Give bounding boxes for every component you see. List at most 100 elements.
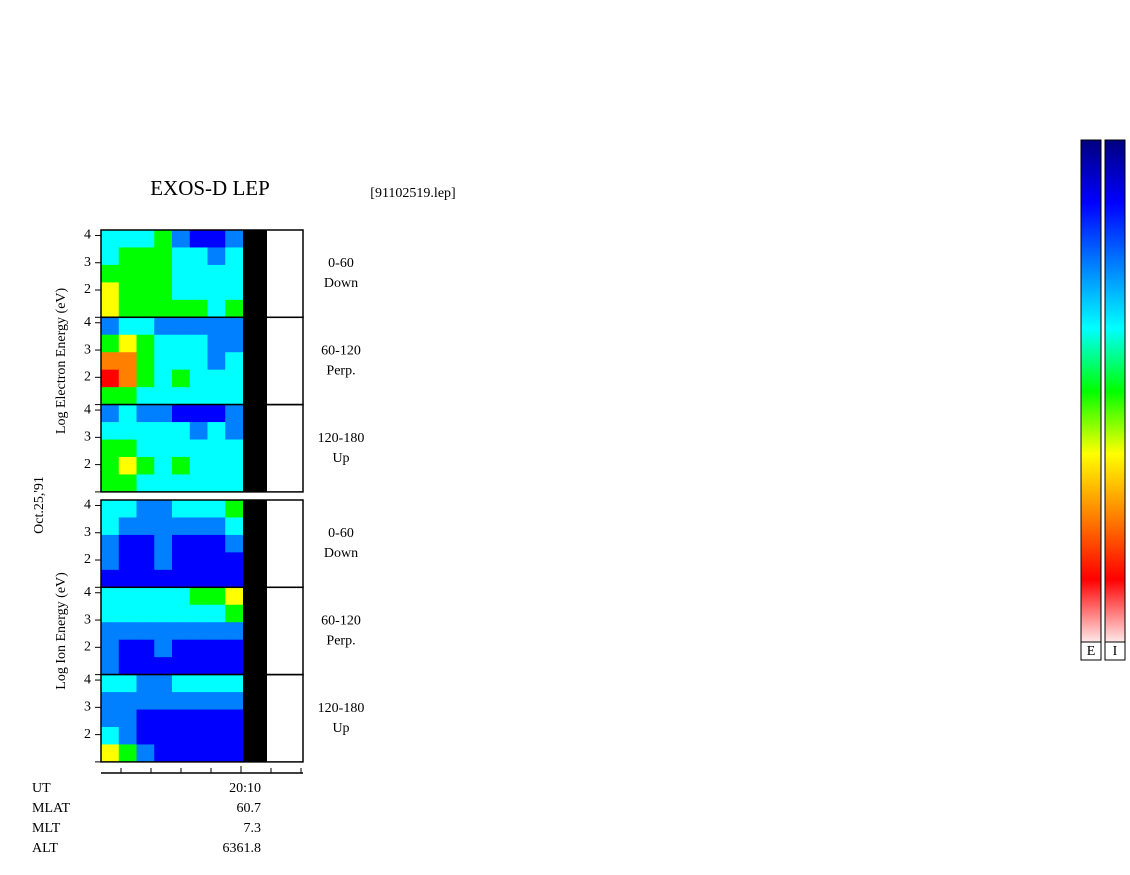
spectrogram-cell	[136, 334, 155, 353]
spectrogram-cell	[207, 264, 226, 283]
colorbar-label: I	[1113, 644, 1118, 659]
spectrogram-cell	[154, 369, 173, 388]
spectrogram-cell	[136, 299, 155, 318]
spectrogram-cell	[154, 604, 173, 623]
panel-label: 120-180	[318, 701, 365, 716]
spectrogram-cell	[225, 639, 244, 658]
spectrogram-cell	[154, 587, 173, 606]
spectrogram-cell	[172, 622, 191, 641]
spectrogram-cell	[136, 352, 155, 371]
spectrogram-cell	[172, 709, 191, 728]
spectrogram-cell	[207, 709, 226, 728]
spectrogram-cell	[101, 352, 120, 371]
spectrogram-cell	[189, 639, 208, 658]
spectrogram-cell	[189, 726, 208, 745]
spectrogram-cell	[101, 674, 120, 693]
spectrogram-cell	[154, 474, 173, 493]
footer-name: MLT	[32, 821, 61, 836]
spectrogram-cell	[207, 552, 226, 571]
spectrogram-cell	[189, 422, 208, 441]
spectrogram-cell	[154, 439, 173, 458]
spectrogram-cell	[154, 639, 173, 658]
spectrogram-cell	[118, 657, 137, 676]
spectrogram-cell	[189, 674, 208, 693]
spectrogram-cell	[154, 264, 173, 283]
spectrogram-cell	[172, 369, 191, 388]
spectrogram-cell	[225, 569, 244, 588]
spectrogram-cell	[172, 247, 191, 266]
spectrogram-cell	[172, 299, 191, 318]
spectrogram-cell	[118, 604, 137, 623]
spectrogram-cell	[118, 622, 137, 641]
spectrogram-cell	[225, 474, 244, 493]
spectrogram-cell	[225, 534, 244, 553]
panel-frame	[100, 673, 304, 763]
spectrogram-cell	[118, 456, 137, 475]
spectrogram-cell	[172, 500, 191, 518]
spectrogram-cell	[154, 569, 173, 588]
spectrogram-cell	[225, 674, 244, 693]
spectrogram-cell	[118, 299, 137, 318]
spectrogram-cell	[154, 299, 173, 318]
spectrogram-cell	[189, 404, 208, 423]
spectrogram-cell	[118, 230, 137, 248]
spectrogram-cell	[207, 282, 226, 301]
colorbar-label-box	[1104, 641, 1126, 661]
spectrogram-cell	[154, 456, 173, 475]
spectrogram-cell	[189, 534, 208, 553]
spectrogram-cell	[207, 692, 226, 711]
time-axis	[101, 766, 303, 774]
y-tick-label: 3	[84, 430, 91, 445]
spectrogram-cell	[136, 247, 155, 266]
spectrogram-cell	[101, 534, 120, 553]
spectrogram-cell	[189, 622, 208, 641]
spectrogram-cell	[172, 587, 191, 606]
spectrogram-cell	[101, 622, 120, 641]
spectrogram-cell	[172, 552, 191, 571]
spectrogram-cell	[172, 604, 191, 623]
footer-value: 20:10	[229, 781, 261, 796]
no-data-strip	[243, 317, 267, 405]
y-tick-label: 2	[84, 552, 91, 567]
spectrogram-cell	[136, 317, 155, 336]
spectrogram-cell	[225, 247, 244, 266]
spectrogram-cell	[136, 552, 155, 571]
spectrogram-cell	[189, 230, 208, 248]
spectrogram-cell	[189, 369, 208, 388]
panel-label: 60-120	[321, 344, 361, 359]
spectrogram-cell	[189, 604, 208, 623]
spectrogram-cell	[225, 744, 244, 763]
y-tick-label: 3	[84, 612, 91, 627]
spectrogram-cell	[118, 517, 137, 536]
spectrogram-cell	[207, 422, 226, 441]
chart-title: EXOS-D LEP	[150, 176, 270, 200]
y-tick-label: 4	[84, 498, 91, 513]
spectrogram-cell	[136, 639, 155, 658]
spectrogram-cell	[189, 456, 208, 475]
spectrogram-cell	[118, 317, 137, 336]
spectrogram-cell	[225, 369, 244, 388]
spectrogram-cell	[189, 587, 208, 606]
spectrogram-cell	[172, 674, 191, 693]
spectrogram-cell	[207, 456, 226, 475]
spectrogram-cell	[189, 317, 208, 336]
spectrogram-cell	[189, 744, 208, 763]
colorbar	[1104, 139, 1126, 643]
spectrogram-cell	[118, 247, 137, 266]
spectrogram-cell	[118, 404, 137, 423]
spectrogram-cell	[207, 352, 226, 371]
spectrogram-cell	[207, 230, 226, 248]
spectrogram-cell	[207, 674, 226, 693]
spectrogram-cell	[154, 230, 173, 248]
y-tick-label: 3	[84, 255, 91, 270]
spectrogram-cell	[225, 604, 244, 623]
spectrogram-cell	[189, 692, 208, 711]
spectrogram-cell	[101, 264, 120, 283]
spectrogram-cell	[189, 387, 208, 406]
spectrogram-cell	[189, 264, 208, 283]
spectrogram-cell	[189, 299, 208, 318]
spectrogram-cell	[101, 334, 120, 353]
spectrogram-cell	[172, 639, 191, 658]
spectrogram-cell	[101, 639, 120, 658]
spectrogram-cell	[101, 604, 120, 623]
